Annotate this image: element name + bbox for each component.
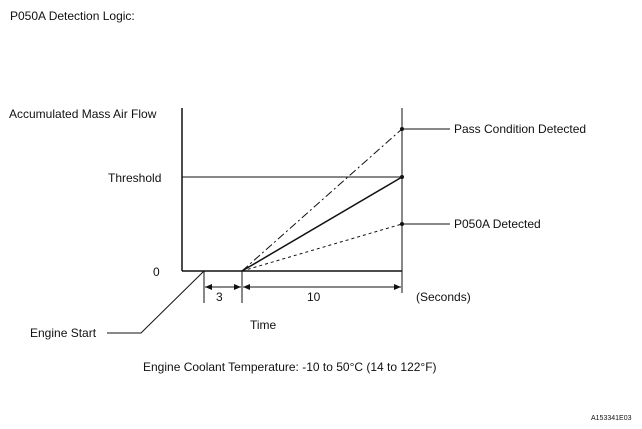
series-threshold-line bbox=[241, 176, 403, 272]
series-detected-line bbox=[241, 223, 403, 272]
pass-callout: Pass Condition Detected bbox=[454, 122, 586, 136]
diagram-title: P050A Detection Logic: bbox=[10, 9, 135, 23]
engine-start-leader bbox=[107, 270, 205, 334]
units-label: (Seconds) bbox=[416, 290, 471, 304]
zero-label: 0 bbox=[153, 265, 160, 279]
engine-start-callout: Engine Start bbox=[30, 326, 97, 340]
interval-1-arrowhead-left bbox=[205, 284, 212, 290]
figure-id: A153341E03 bbox=[591, 415, 632, 422]
threshold-label: Threshold bbox=[108, 171, 161, 185]
y-axis-label: Accumulated Mass Air Flow bbox=[9, 107, 157, 121]
condition-note: Engine Coolant Temperature: -10 to 50°C … bbox=[143, 360, 437, 374]
interval-1-arrowhead-right bbox=[234, 284, 241, 290]
interval-1-label: 3 bbox=[216, 290, 223, 304]
x-axis-label: Time bbox=[250, 318, 277, 332]
detected-callout: P050A Detected bbox=[454, 217, 541, 231]
interval-2-arrowhead-right bbox=[394, 284, 401, 290]
interval-2-label: 10 bbox=[307, 290, 321, 304]
series-pass-line bbox=[241, 128, 403, 272]
threshold-point bbox=[400, 175, 404, 179]
interval-2-arrowhead-left bbox=[243, 284, 250, 290]
